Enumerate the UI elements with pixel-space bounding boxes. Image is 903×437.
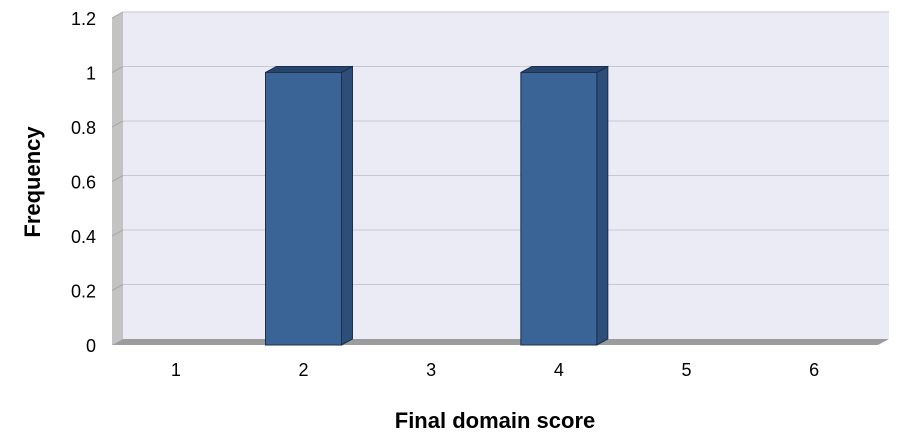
gridline-wall (111, 120, 124, 128)
y-tick-label: 0.8 (71, 118, 96, 138)
x-tick-label: 1 (171, 360, 181, 380)
y-axis-ticks: 0 0.2 0.4 0.6 0.8 1 1.2 (71, 9, 96, 356)
x-tick-label: 2 (298, 360, 308, 380)
gridline-wall (111, 229, 124, 237)
y-tick-label: 0.2 (71, 282, 96, 302)
y-tick-label: 1 (86, 64, 96, 84)
y-tick-label: 0.6 (71, 173, 96, 193)
y-tick-label: 0 (86, 336, 96, 356)
gridline-wall (111, 284, 124, 291)
bar-front-face (520, 72, 598, 346)
chart-walls (112, 12, 889, 345)
x-axis-title: Final domain score (395, 408, 596, 432)
bar-top-face (520, 66, 609, 73)
gridline-wall (111, 175, 124, 182)
gridline-wall (111, 66, 124, 73)
gridline-wall (111, 11, 124, 19)
floor (112, 339, 889, 345)
x-axis-ticks: 1 2 3 4 5 6 (171, 360, 819, 380)
x-tick-label: 6 (809, 360, 819, 380)
bar-front-face (265, 72, 342, 346)
x-tick-label: 3 (426, 360, 436, 380)
gridlines (111, 11, 889, 291)
bars (265, 65, 609, 346)
bar-side-face (341, 65, 353, 346)
x-tick-label: 4 (554, 360, 564, 380)
y-tick-label: 1.2 (71, 9, 96, 29)
bar-side-face (596, 65, 609, 346)
bar (520, 65, 609, 346)
x-tick-label: 5 (681, 360, 691, 380)
bar (265, 65, 353, 346)
y-axis-title: Frequency (20, 126, 45, 238)
y-tick-label: 0.4 (71, 227, 96, 247)
bar-top-face (265, 66, 353, 73)
